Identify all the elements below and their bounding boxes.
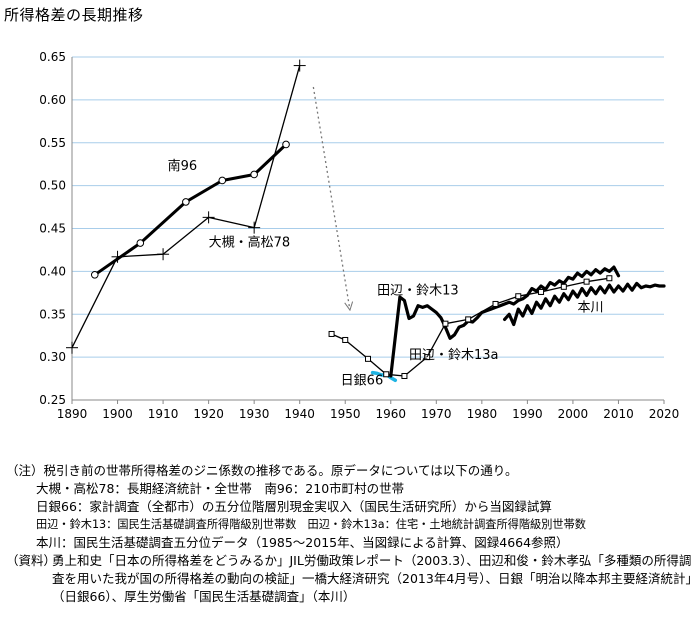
x-tick-label: 1990 xyxy=(512,407,543,421)
series-本川-line xyxy=(503,281,666,327)
series-田辺・鈴木13a-point xyxy=(328,330,335,337)
note-boj66: 日銀66：家計調査（全都市）の五分位階層別現金実収入（国民生活研究所）から当図録… xyxy=(36,499,552,514)
y-tick-label: 0.35 xyxy=(39,307,66,321)
x-tick-label: 1910 xyxy=(148,407,179,421)
x-tick-label: 2000 xyxy=(558,407,589,421)
series-田辺・鈴木13a-point xyxy=(583,278,590,285)
y-tick-label: 0.50 xyxy=(39,179,66,193)
series-田辺・鈴木13a-point xyxy=(365,355,371,362)
series-田辺・鈴木13a-point xyxy=(401,372,408,379)
y-tick-label: 0.45 xyxy=(39,222,66,236)
y-tick-label: 0.60 xyxy=(39,93,66,107)
series-大槻・高松78-point xyxy=(202,211,215,224)
series-南96-point xyxy=(136,239,145,247)
note-okatsu-takamatsu: 大槻・高松78：長期経済統計・全世帯 南96：210市町村の世帯 xyxy=(36,481,405,496)
series-田辺・鈴木13-line xyxy=(389,265,621,378)
y-tick-label: 0.55 xyxy=(39,136,66,150)
source-row: （資料） 勇上和史「日本の所得格差をどうみるか」JIL労働政策レポート（2003… xyxy=(6,552,696,606)
series-田辺・鈴木13a-line xyxy=(330,277,611,377)
series-大槻・高松78-point xyxy=(293,59,306,72)
y-tick-label: 0.30 xyxy=(39,350,66,364)
x-tick-label: 1890 xyxy=(57,407,88,421)
series-南96-point xyxy=(90,271,99,279)
y-tick-label: 0.25 xyxy=(39,393,66,407)
series-label: 大槻・高松78 xyxy=(209,235,291,251)
series-南96-point xyxy=(250,170,258,179)
x-tick-label: 1900 xyxy=(102,407,133,421)
series-label: 本川 xyxy=(577,301,603,316)
series-田辺・鈴木13a-point xyxy=(442,320,449,327)
series xyxy=(66,59,666,383)
y-tick-label: 0.65 xyxy=(39,50,66,64)
gini-line-chart: 0.25 0.30 0.35 0.40 0.45 0.50 0.55 0.60 0.65 1890… xyxy=(39,50,679,421)
dotted-arrow xyxy=(312,86,349,309)
series-南96-point xyxy=(182,198,190,206)
series-田辺・鈴木13a-point xyxy=(560,283,567,290)
series-田辺・鈴木13a-point xyxy=(465,316,472,323)
series-大槻・高松78-point xyxy=(111,250,124,263)
x-tick-label: 1970 xyxy=(421,407,452,421)
x-tick-label: 1940 xyxy=(284,407,315,421)
series-label: 田辺・鈴木13 xyxy=(377,284,459,299)
series-田辺・鈴木13a-point xyxy=(492,300,499,307)
note-tanabe-suzuki: 田辺・鈴木13：国民生活基礎調査所得階級別世帯数 田辺・鈴木13a：住宅・土地統… xyxy=(36,518,586,531)
source-label: （資料） xyxy=(6,553,57,568)
note-intro: （注）税引き前の世帯所得格差のジニ係数の推移である。原データについては以下の通り… xyxy=(6,463,518,478)
series-大槻・高松78-point xyxy=(66,341,78,354)
x-tick-label: 1960 xyxy=(375,407,406,421)
series-田辺・鈴木13a-point xyxy=(606,275,613,282)
x-tick-label: 2020 xyxy=(649,407,680,421)
series-label: 田辺・鈴木13a xyxy=(409,348,499,363)
series-大槻・高松78-point xyxy=(248,221,261,234)
series-南96-line xyxy=(93,143,288,277)
series-大槻・高松78-line xyxy=(71,64,301,349)
series-田辺・鈴木13a-point xyxy=(538,288,545,295)
x-tick-label: 1980 xyxy=(467,407,498,421)
series-田辺・鈴木13a-point xyxy=(515,293,522,300)
notes-block: （注）税引き前の世帯所得格差のジニ係数の推移である。原データについては以下の通り… xyxy=(6,462,696,606)
source-text: 勇上和史「日本の所得格差をどうみるか」JIL労働政策レポート（2003.3）、田… xyxy=(52,553,692,604)
axes: 0.25 0.30 0.35 0.40 0.45 0.50 0.55 0.60 0.65 1890… xyxy=(39,50,679,421)
x-tick-label: 1920 xyxy=(193,407,224,421)
gridlines xyxy=(72,56,664,358)
series-大槻・高松78-point xyxy=(157,248,170,261)
x-tick-label: 1950 xyxy=(330,407,361,421)
series-田辺・鈴木13a-point xyxy=(383,371,390,378)
x-tick-label: 1930 xyxy=(239,407,270,421)
y-tick-label: 0.40 xyxy=(39,264,66,278)
note-motokawa: 本川：国民生活基礎調査五分位データ（1985～2015年、当図録による計算、図録… xyxy=(36,535,569,550)
series-label: 日銀66 xyxy=(341,374,384,389)
series-label: 南96 xyxy=(168,158,198,174)
series-南96-point xyxy=(218,176,227,185)
series-田辺・鈴木13a-point xyxy=(342,336,349,343)
series-南96-point xyxy=(282,140,290,149)
chart-title: 所得格差の長期推移 xyxy=(4,6,144,24)
series-田辺・鈴木13a-point xyxy=(424,354,431,361)
x-tick-label: 2010 xyxy=(603,407,634,421)
